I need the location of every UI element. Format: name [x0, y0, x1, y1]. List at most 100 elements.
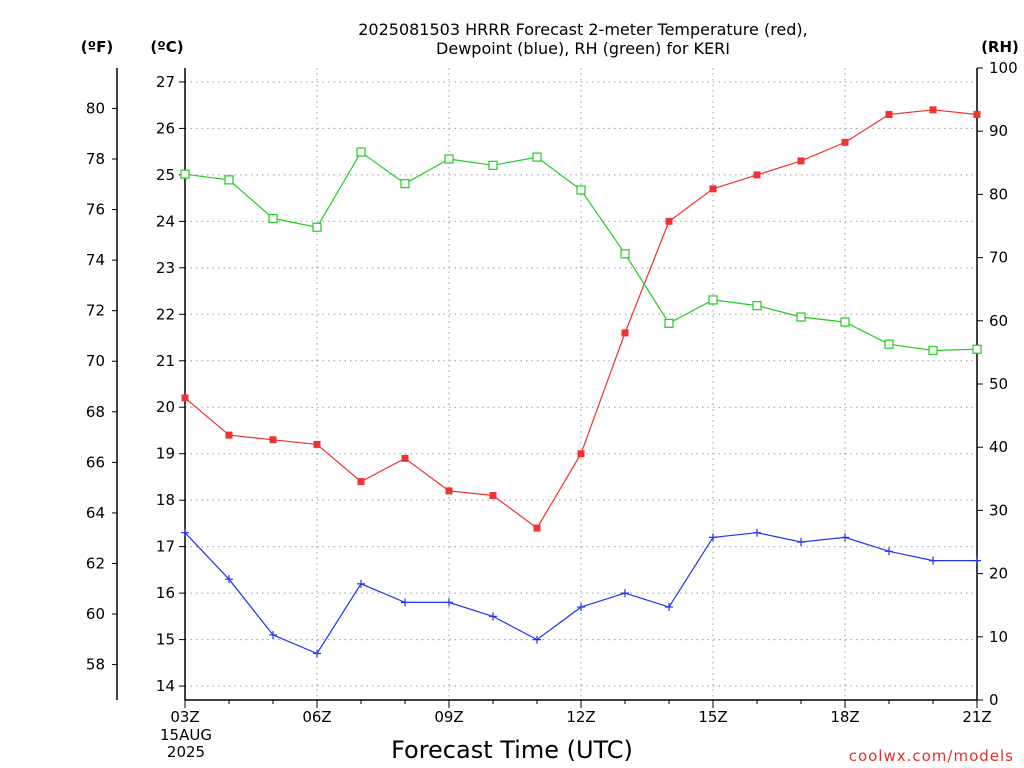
celsius-tick-label: 19: [156, 445, 175, 463]
data-series: [180, 106, 982, 658]
dewpoint-point: [313, 649, 321, 658]
rh-tick-label: 100: [989, 59, 1018, 77]
dewpoint-point: [929, 556, 937, 565]
rh-tick-label: 40: [989, 438, 1008, 456]
temperature-point: [401, 454, 409, 462]
dewpoint-series: [181, 528, 981, 658]
dewpoint-point: [797, 538, 805, 546]
celsius-axis: 14 15 16 17 18 19 20 21 22 23 24 25 26 27: [156, 73, 185, 695]
dewpoint-point: [885, 547, 893, 556]
fahrenheit-tick-label: 68: [86, 403, 105, 421]
temperature-point: [225, 431, 233, 439]
dewpoint-point: [973, 556, 981, 565]
temperature-point: [269, 436, 277, 444]
dewpoint-point: [841, 533, 849, 542]
x-date-year: 2025: [167, 743, 205, 761]
celsius-tick-label: 23: [156, 259, 175, 277]
fahrenheit-tick-label: 66: [86, 453, 105, 471]
temperature-point: [181, 394, 189, 402]
x-tick-label: 09Z: [434, 708, 463, 726]
rh-tick-label: 20: [989, 565, 1008, 583]
dewpoint-point: [489, 612, 497, 621]
dewpoint-point: [445, 598, 453, 607]
fahrenheit-tick-label: 70: [86, 352, 105, 370]
x-tick-label: 18Z: [830, 708, 859, 726]
fahrenheit-tick-label: 74: [86, 251, 105, 269]
x-tick-label: 03Z: [170, 708, 199, 726]
rh-point: [312, 222, 322, 232]
rh-point: [532, 152, 542, 162]
rh-tick-label: 90: [989, 122, 1008, 140]
celsius-tick-label: 27: [156, 73, 175, 91]
temperature-point: [621, 329, 629, 337]
rh-point: [972, 344, 982, 354]
temperature-point: [753, 171, 761, 179]
dewpoint-point: [225, 575, 233, 584]
rh-point: [928, 345, 938, 356]
rh-tick-label: 60: [989, 312, 1008, 330]
celsius-axis-unit: (ºC): [150, 38, 183, 56]
rh-tick-label: 10: [989, 628, 1008, 646]
celsius-tick-label: 18: [156, 491, 175, 509]
temperature-point: [313, 440, 321, 448]
celsius-tick-label: 14: [156, 677, 175, 695]
celsius-tick-label: 16: [156, 584, 175, 602]
dewpoint-point: [577, 603, 585, 612]
temperature-point: [973, 110, 981, 118]
temperature-point: [929, 106, 937, 114]
dewpoint-point: [401, 598, 409, 607]
temperature-point: [357, 478, 365, 486]
chart-title-line-1: 2025081503 HRRR Forecast 2-meter Tempera…: [358, 20, 808, 39]
temperature-series: [181, 106, 981, 532]
rh-point: [884, 339, 894, 349]
temperature-point: [885, 110, 893, 118]
rh-axis-unit: (RH): [981, 38, 1019, 56]
rh-tick-label: 70: [989, 249, 1008, 267]
dewpoint-point: [181, 528, 189, 537]
rh-point: [488, 160, 498, 170]
celsius-tick-label: 22: [156, 305, 175, 323]
fahrenheit-tick-label: 62: [86, 554, 105, 572]
x-axis-title: Forecast Time (UTC): [391, 736, 633, 764]
dewpoint-point: [533, 635, 541, 644]
celsius-tick-label: 17: [156, 538, 175, 556]
celsius-tick-label: 26: [156, 119, 175, 137]
fahrenheit-tick-label: 76: [86, 201, 105, 219]
x-tick-label: 15Z: [698, 708, 727, 726]
fahrenheit-axis: 58 60 62 64 66 68 70 72 74 76 78 80: [86, 99, 117, 674]
temperature-point: [709, 185, 717, 193]
temperature-point: [577, 450, 585, 458]
chart-title-line-2: Dewpoint (blue), RH (green) for KERI: [436, 39, 730, 58]
fahrenheit-tick-label: 60: [86, 605, 105, 623]
rh-tick-label: 80: [989, 185, 1008, 203]
temperature-point: [797, 157, 805, 165]
temperature-point: [445, 487, 453, 495]
rh-axis: 0 10 20 30 40 50 60 70 80 90 100: [977, 59, 1018, 709]
x-tick-label: 06Z: [302, 708, 331, 726]
rh-tick-label: 30: [989, 501, 1008, 519]
x-tick-label: 21Z: [962, 708, 991, 726]
dewpoint-point: [753, 528, 761, 537]
fahrenheit-tick-label: 78: [86, 150, 105, 168]
x-axis: 03Z 06Z 09Z 12Z 15Z 18Z 21Z: [170, 700, 992, 726]
fahrenheit-tick-label: 72: [86, 302, 105, 320]
celsius-tick-label: 21: [156, 352, 175, 370]
rh-point: [444, 154, 454, 164]
temperature-point: [533, 524, 541, 532]
fahrenheit-tick-label: 80: [86, 99, 105, 117]
rh-point: [576, 185, 586, 195]
rh-point: [664, 318, 674, 328]
rh-series: [180, 147, 982, 356]
rh-point: [620, 249, 630, 259]
rh-point: [356, 147, 366, 157]
dewpoint-point: [665, 603, 673, 612]
dewpoint-point: [269, 630, 277, 639]
fahrenheit-tick-label: 64: [86, 504, 105, 522]
x-date-day: 15AUG: [160, 726, 212, 744]
fahrenheit-axis-unit: (ºF): [81, 38, 113, 56]
celsius-tick-label: 25: [156, 166, 175, 184]
rh-point: [840, 317, 850, 327]
fahrenheit-tick-label: 58: [86, 656, 105, 674]
